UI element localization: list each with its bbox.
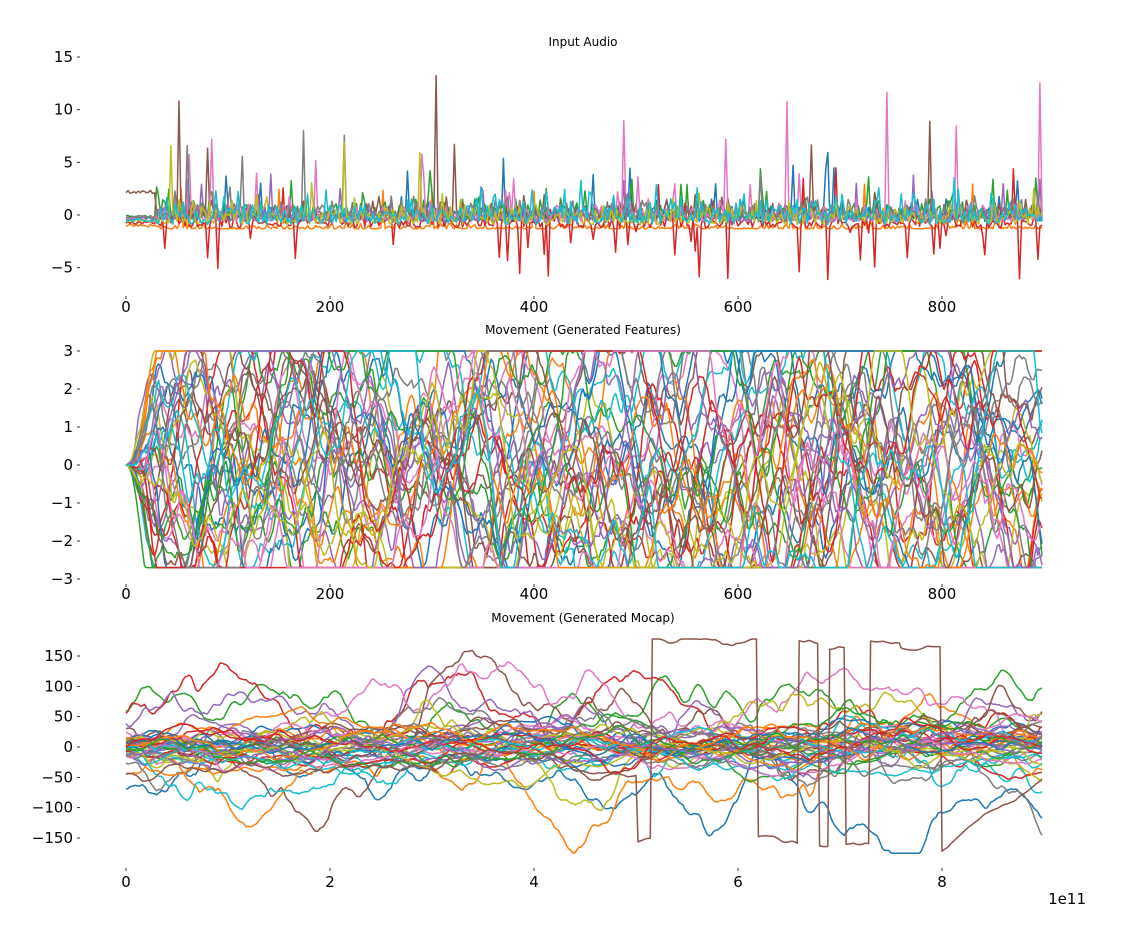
x-axis: 0 200 400 600 800 [121, 296, 956, 316]
x-tick-label: 4 [529, 873, 539, 891]
y-tick-label: −50 [41, 768, 73, 786]
x-axis: 0 200 400 600 800 [121, 584, 956, 603]
series-line [125, 713, 1043, 758]
y-tick-label: −100 [32, 799, 73, 817]
x-tick-label: 600 [724, 298, 753, 316]
y-tick-label: 2 [63, 380, 73, 398]
y-tick-label: 50 [54, 708, 73, 726]
x-tick-label: 0 [121, 585, 131, 603]
x-tick-label: 600 [724, 585, 753, 603]
series-line [125, 726, 1043, 769]
y-tick-label: 0 [63, 456, 73, 474]
y-tick-label: 1 [63, 418, 73, 436]
y-tick-label: 100 [44, 677, 73, 695]
y-tick-label: −1 [51, 494, 73, 512]
x-tick-label: 800 [928, 298, 957, 316]
subplot-title: Movement (Generated Features) [485, 323, 681, 337]
x-tick-label: 8 [937, 873, 947, 891]
series-line [125, 350, 1043, 569]
series-line [125, 350, 1043, 569]
x-tick-label: 6 [733, 873, 743, 891]
series-line [125, 728, 1043, 772]
series-line [125, 734, 1043, 782]
series-line [125, 720, 1043, 771]
y-tick-label: 15 [54, 48, 73, 66]
y-tick-label: 5 [63, 153, 73, 171]
series-group [125, 638, 1043, 854]
y-tick-label: 10 [54, 101, 73, 119]
series-line [125, 665, 1043, 780]
subplot-title: Input Audio [549, 35, 618, 49]
x-tick-label: 0 [121, 873, 131, 891]
y-tick-label: 150 [44, 647, 73, 665]
series-line-ch3 [125, 166, 1043, 281]
series-line [126, 713, 1043, 766]
x-tick-label: 2 [325, 873, 335, 891]
x-tick-label: 400 [520, 298, 549, 316]
series-line [125, 723, 1043, 769]
series-line [125, 350, 1043, 569]
y-tick-label: −3 [51, 570, 73, 588]
y-axis: 3 2 1 0 −1 −2 −3 [51, 342, 80, 588]
x-tick-label: 0 [121, 298, 131, 316]
y-tick-label: −5 [51, 259, 73, 277]
series-group [125, 350, 1043, 569]
y-tick-label: −150 [32, 829, 73, 847]
x-axis: 0 2 4 6 8 [121, 868, 947, 891]
series-line-wrapped-angle [125, 638, 1043, 852]
x-tick-label: 200 [316, 585, 345, 603]
subplot-generated-features: Movement (Generated Features) 3 2 1 0 −1 −2 −3… [51, 323, 1043, 603]
y-axis: 15 10 5 0 −5 [51, 48, 80, 277]
x-offset-label: 1e11 [1048, 890, 1086, 908]
series-line [125, 350, 1043, 569]
subplot-title: Movement (Generated Mocap) [491, 611, 674, 625]
series-line [125, 350, 1043, 569]
subplot-input-audio: Input Audio 15 10 5 0 −5 0 200 400 600 800 [51, 35, 1043, 316]
series-line [125, 739, 1043, 788]
series-line [125, 722, 1043, 762]
y-tick-label: 0 [63, 206, 73, 224]
y-axis: 150 100 50 0 −50 −100 −150 [32, 647, 80, 847]
series-line [125, 727, 1043, 778]
y-tick-label: 3 [63, 342, 73, 360]
x-tick-label: 800 [928, 585, 957, 603]
y-tick-label: 0 [63, 738, 73, 756]
series-line [125, 350, 1043, 569]
series-line-ch1 [125, 183, 1043, 230]
x-tick-label: 400 [520, 585, 549, 603]
series-line [125, 717, 1043, 775]
series-line [125, 350, 1043, 569]
series-group [125, 74, 1043, 281]
subplot-generated-mocap: Movement (Generated Mocap) 150 100 50 0 −50 −… [32, 611, 1086, 908]
y-tick-label: −2 [51, 532, 73, 550]
series-line [125, 714, 1043, 811]
series-line [125, 350, 1043, 569]
series-line [125, 350, 1043, 569]
x-tick-label: 200 [316, 298, 345, 316]
series-line [125, 706, 1043, 772]
series-line-ch9 [125, 177, 1043, 226]
